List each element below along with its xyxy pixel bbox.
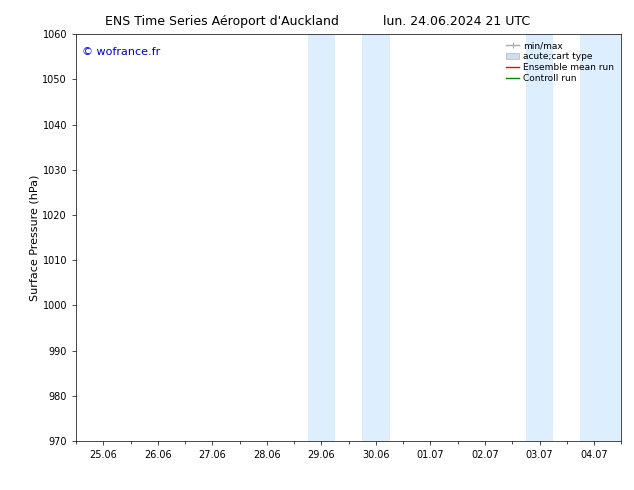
Text: lun. 24.06.2024 21 UTC: lun. 24.06.2024 21 UTC — [383, 15, 530, 28]
Text: ENS Time Series Aéroport d'Auckland: ENS Time Series Aéroport d'Auckland — [105, 15, 339, 28]
Bar — [526, 34, 553, 441]
Bar — [580, 34, 621, 441]
Bar — [307, 34, 335, 441]
Legend: min/max, acute;cart type, Ensemble mean run, Controll run: min/max, acute;cart type, Ensemble mean … — [503, 39, 617, 86]
Title: ENS Time Series Aéroport d'Auckland      lun. 24.06.2024 21 UTC: ENS Time Series Aéroport d'Auckland lun.… — [0, 489, 1, 490]
Bar — [362, 34, 389, 441]
Y-axis label: Surface Pressure (hPa): Surface Pressure (hPa) — [30, 174, 40, 301]
Text: © wofrance.fr: © wofrance.fr — [82, 47, 160, 56]
